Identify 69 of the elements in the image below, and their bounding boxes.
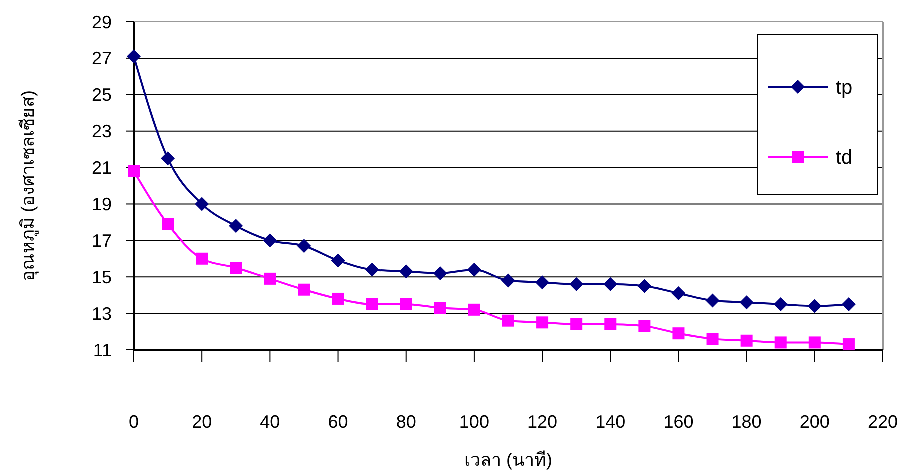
point bbox=[400, 298, 412, 310]
y-tick-label: 29 bbox=[92, 12, 112, 32]
point bbox=[332, 292, 344, 305]
y-tick-label: 13 bbox=[92, 304, 112, 324]
y-tick-label: 21 bbox=[92, 158, 112, 178]
x-tick-label: 220 bbox=[868, 412, 898, 432]
point bbox=[230, 262, 242, 274]
point bbox=[399, 264, 414, 279]
x-tick-label: 180 bbox=[732, 412, 762, 432]
y-tick-label: 17 bbox=[92, 230, 112, 251]
x-tick-label: 160 bbox=[664, 412, 694, 432]
point bbox=[434, 302, 446, 314]
y-tick-label: 15 bbox=[92, 267, 112, 288]
point bbox=[263, 234, 278, 248]
x-tick-label: 60 bbox=[328, 412, 348, 432]
point bbox=[162, 218, 174, 230]
point bbox=[161, 152, 176, 166]
y-axis-title: อุณหภูมิ (องศาเซลเซียส) bbox=[18, 90, 39, 282]
point bbox=[366, 298, 378, 310]
point bbox=[842, 338, 855, 351]
point bbox=[672, 286, 686, 301]
point bbox=[604, 277, 618, 292]
point bbox=[604, 318, 617, 330]
point bbox=[502, 314, 514, 327]
point bbox=[365, 262, 380, 277]
point bbox=[808, 299, 822, 314]
point bbox=[196, 252, 208, 265]
point bbox=[536, 276, 550, 290]
y-tick-label: 27 bbox=[92, 48, 112, 69]
point bbox=[468, 304, 480, 316]
point bbox=[229, 219, 244, 234]
legend-label: tp bbox=[836, 77, 853, 99]
y-tick-label: 23 bbox=[92, 122, 112, 142]
x-axis-title: เวลา (นาที) bbox=[464, 450, 552, 470]
x-tick-label: 140 bbox=[596, 412, 626, 432]
point bbox=[740, 334, 753, 347]
point bbox=[842, 297, 856, 312]
point bbox=[128, 165, 140, 178]
point bbox=[502, 274, 516, 288]
legend-label: td bbox=[836, 147, 853, 169]
point bbox=[297, 239, 312, 254]
point bbox=[264, 272, 276, 285]
x-tick-label: 80 bbox=[396, 412, 416, 432]
y-tick-label: 19 bbox=[92, 194, 112, 215]
y-tick-label: 25 bbox=[92, 85, 112, 106]
x-tick-label: 0 bbox=[128, 412, 140, 432]
y-tick-label: 11 bbox=[93, 340, 112, 360]
point bbox=[570, 277, 584, 292]
x-tick-label: 100 bbox=[459, 412, 490, 432]
point bbox=[706, 333, 719, 346]
point bbox=[195, 197, 210, 212]
point bbox=[672, 328, 685, 340]
point bbox=[638, 279, 652, 294]
point bbox=[774, 336, 787, 349]
point bbox=[433, 266, 448, 280]
point bbox=[331, 254, 346, 268]
point bbox=[570, 318, 583, 330]
point bbox=[536, 316, 549, 329]
point bbox=[740, 296, 754, 310]
point bbox=[808, 336, 821, 349]
point bbox=[298, 284, 310, 296]
x-tick-label: 200 bbox=[800, 412, 830, 432]
x-tick-label: 20 bbox=[192, 412, 212, 432]
x-tick-label: 40 bbox=[260, 412, 280, 432]
x-tick-label: 120 bbox=[528, 412, 558, 432]
point bbox=[638, 320, 651, 332]
point bbox=[706, 294, 720, 308]
point bbox=[467, 262, 482, 277]
point bbox=[774, 297, 788, 312]
